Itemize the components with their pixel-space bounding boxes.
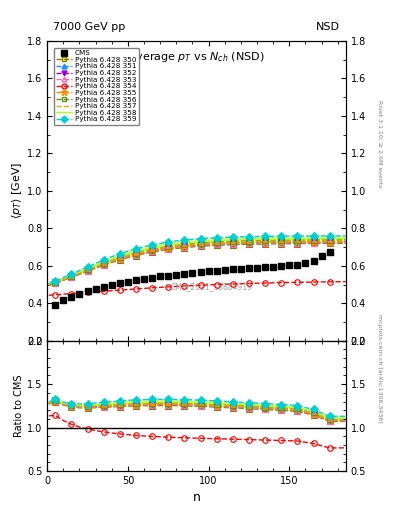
- CMS: [279, 263, 284, 269]
- Text: NSD: NSD: [316, 22, 340, 32]
- CMS: [239, 266, 243, 272]
- Line: CMS: CMS: [52, 249, 333, 309]
- CMS: [222, 267, 227, 273]
- CMS: [271, 264, 275, 270]
- CMS: [101, 284, 106, 290]
- CMS: [295, 262, 300, 268]
- CMS: [134, 277, 138, 283]
- Y-axis label: Ratio to CMS: Ratio to CMS: [14, 375, 24, 437]
- CMS: [198, 269, 203, 275]
- CMS: [287, 262, 292, 268]
- CMS: [53, 302, 58, 308]
- Text: mcplots.cern.ch [arXiv:1306.3436]: mcplots.cern.ch [arXiv:1306.3436]: [377, 314, 382, 423]
- CMS: [174, 271, 179, 278]
- CMS: [327, 249, 332, 255]
- CMS: [255, 265, 259, 271]
- Legend: CMS, Pythia 6.428 350, Pythia 6.428 351, Pythia 6.428 352, Pythia 6.428 353, Pyt: CMS, Pythia 6.428 350, Pythia 6.428 351,…: [54, 48, 139, 125]
- CMS: [166, 272, 171, 279]
- CMS: [190, 270, 195, 276]
- CMS: [69, 293, 74, 300]
- CMS: [125, 279, 130, 285]
- CMS: [61, 297, 66, 304]
- CMS: [150, 274, 154, 281]
- CMS: [319, 253, 324, 260]
- CMS: [182, 270, 187, 276]
- Text: Rivet 3.1.10; ≥ 2.6M events: Rivet 3.1.10; ≥ 2.6M events: [377, 99, 382, 187]
- CMS: [141, 275, 146, 282]
- CMS: [230, 266, 235, 272]
- CMS: [214, 268, 219, 274]
- Text: CMS_2011_S8884919: CMS_2011_S8884919: [171, 282, 252, 291]
- CMS: [77, 290, 82, 296]
- Y-axis label: $\langle p_T \rangle$ [GeV]: $\langle p_T \rangle$ [GeV]: [10, 162, 24, 220]
- X-axis label: n: n: [193, 492, 200, 504]
- CMS: [118, 280, 122, 286]
- CMS: [311, 258, 316, 264]
- Text: Average $p_T$ vs $N_{ch}$ (NSD): Average $p_T$ vs $N_{ch}$ (NSD): [128, 50, 265, 64]
- CMS: [303, 260, 308, 266]
- CMS: [247, 265, 252, 271]
- CMS: [206, 268, 211, 274]
- Text: 7000 GeV pp: 7000 GeV pp: [53, 22, 125, 32]
- CMS: [109, 282, 114, 288]
- CMS: [85, 288, 90, 294]
- CMS: [263, 264, 268, 270]
- CMS: [158, 273, 163, 280]
- CMS: [93, 286, 98, 292]
